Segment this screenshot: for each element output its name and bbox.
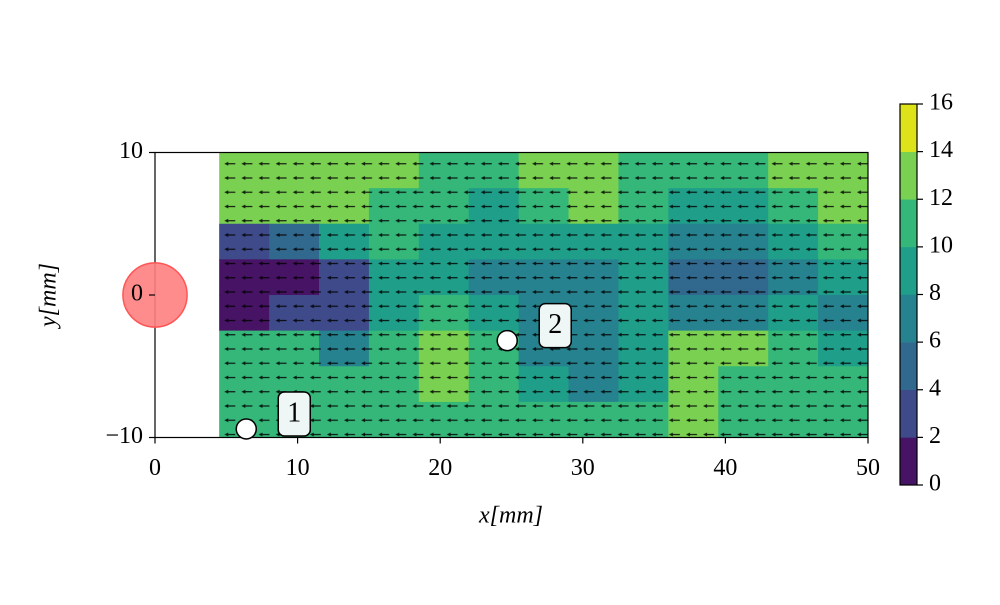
x-tick-label: 50 xyxy=(856,455,880,481)
colorbar-segment xyxy=(900,246,917,295)
colorbar-segment xyxy=(900,389,917,438)
colorbar-tick-label: 12 xyxy=(929,185,953,211)
x-tick-label: 20 xyxy=(428,455,452,481)
label-box xyxy=(538,302,572,349)
y-tick-label: −10 xyxy=(105,423,143,449)
y-tick-label: 0 xyxy=(131,281,143,307)
point-label: 1 xyxy=(287,397,301,428)
colorbar-tick-label: 2 xyxy=(929,423,941,449)
colorbar-tick-label: 10 xyxy=(929,232,953,258)
x-tick-label: 30 xyxy=(571,455,595,481)
colorbar-tick-label: 0 xyxy=(929,471,941,497)
x-tick-label: 10 xyxy=(286,455,310,481)
colorbar-segment xyxy=(900,104,917,152)
label-box xyxy=(277,391,312,437)
probe-point xyxy=(235,418,258,440)
colorbar-segment xyxy=(900,294,917,343)
x-axis-label: x[mm] xyxy=(478,503,543,529)
quiver-overlay xyxy=(219,152,869,438)
x-tick-label: 40 xyxy=(713,455,737,481)
probe-point xyxy=(496,329,518,352)
y-axis-label: y[mm] xyxy=(36,263,62,329)
colorbar-segment xyxy=(900,151,917,200)
y-tick-label: 10 xyxy=(119,138,143,164)
colorbar-segment xyxy=(900,342,917,391)
colorbar-tick-label: 8 xyxy=(929,280,941,306)
colorbar-tick-label: 6 xyxy=(929,328,941,354)
colorbar-tick-label: 4 xyxy=(929,375,941,401)
x-tick-label: 0 xyxy=(149,455,161,481)
colorbar-tick-label: 16 xyxy=(929,90,953,116)
colorbar-segment xyxy=(900,199,917,248)
colorbar-tick-label: 14 xyxy=(929,137,953,163)
point-label: 2 xyxy=(548,309,562,340)
colorbar-segment xyxy=(900,437,917,486)
